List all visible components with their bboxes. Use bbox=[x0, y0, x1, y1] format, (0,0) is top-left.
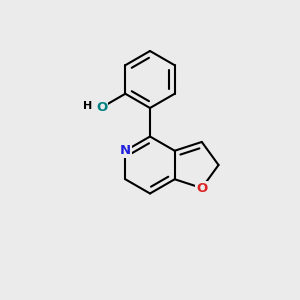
Text: N: N bbox=[120, 144, 131, 157]
Text: O: O bbox=[196, 182, 207, 195]
Text: H: H bbox=[83, 101, 92, 111]
Text: O: O bbox=[96, 101, 107, 114]
